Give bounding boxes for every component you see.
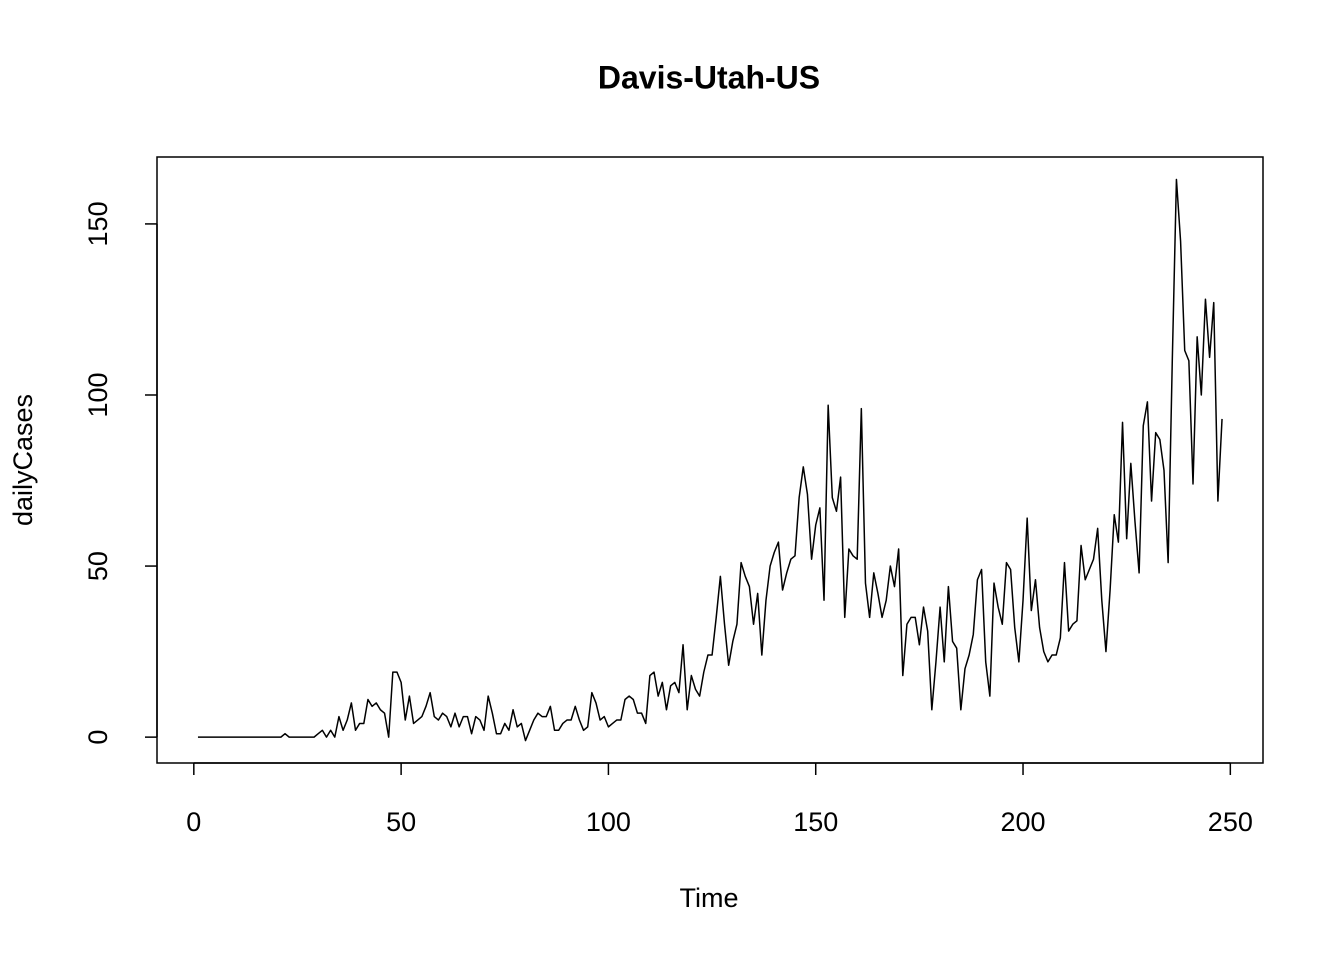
x-tick-label: 250: [1208, 807, 1253, 837]
y-tick-label: 100: [83, 372, 113, 417]
x-tick-label: 200: [1000, 807, 1045, 837]
y-axis-title: dailyCases: [8, 394, 38, 526]
plot-frame: [156, 156, 1264, 764]
x-tick-label: 50: [386, 807, 416, 837]
x-tick-label: 150: [793, 807, 838, 837]
data-line: [197, 178, 1223, 742]
x-tick-label: 0: [186, 807, 201, 837]
y-tick-label: 50: [83, 551, 113, 581]
x-tick-label: 100: [586, 807, 631, 837]
x-axis-title: Time: [680, 883, 739, 913]
y-tick-label: 0: [83, 730, 113, 745]
y-tick-label: 150: [83, 201, 113, 246]
chart-title: Davis-Utah-US: [598, 59, 820, 95]
